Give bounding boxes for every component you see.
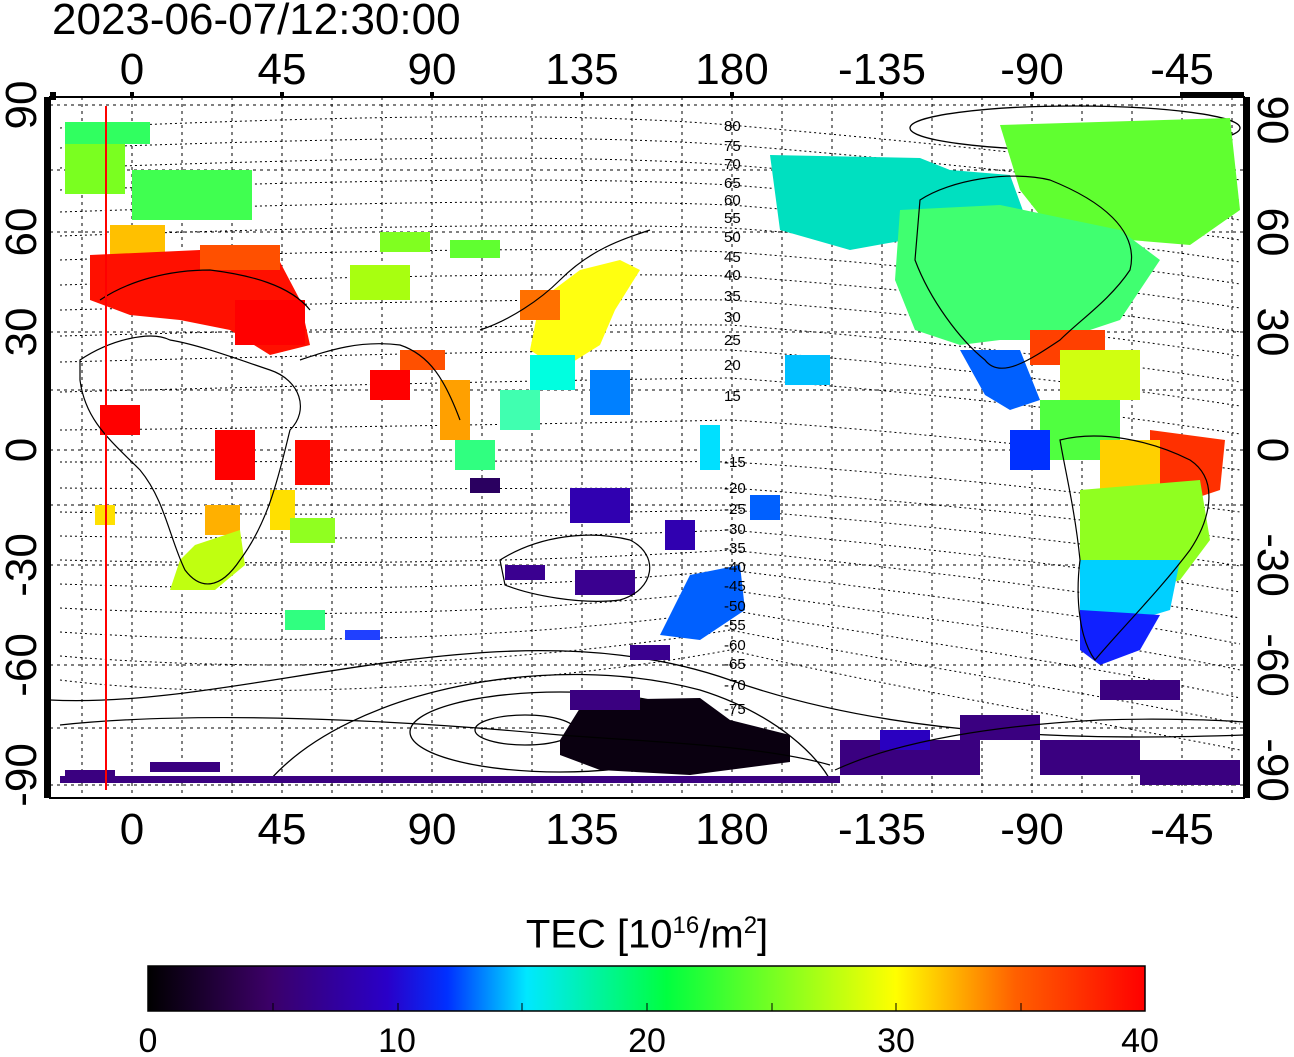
left-tick-label: -30 — [0, 533, 46, 597]
maglat-label: -20 — [724, 480, 746, 497]
bottom-tick-label: 0 — [120, 805, 144, 854]
magnetic-latitude-labels: 80 75 70 65 60 55 50 45 40 35 30 25 20 1… — [724, 118, 746, 718]
left-tick-label: -60 — [0, 633, 46, 697]
colorbar-tick-label: 30 — [877, 1022, 915, 1057]
maglat-label: 60 — [724, 192, 741, 209]
maglat-label: -60 — [724, 637, 746, 654]
left-latitude-ticks: 90 60 30 0 -30 -60 -90 — [0, 81, 46, 807]
right-tick-label: 90 — [1248, 96, 1294, 145]
maglat-label: -55 — [724, 617, 746, 634]
right-tick-label: -90 — [1248, 738, 1294, 802]
colorbar-tick-label: 20 — [628, 1022, 666, 1057]
maglat-label: 25 — [724, 332, 741, 349]
maglat-label: -40 — [724, 559, 746, 576]
top-tick-label: -90 — [1000, 45, 1064, 94]
right-tick-label: -60 — [1248, 633, 1294, 697]
maglat-label: 20 — [724, 357, 741, 374]
maglat-label: 55 — [724, 210, 741, 227]
maglat-label: 70 — [724, 156, 741, 173]
bottom-tick-label: 180 — [695, 805, 768, 854]
maglat-label: -45 — [724, 578, 746, 595]
maglat-label: -30 — [724, 521, 746, 538]
maglat-label: -50 — [724, 598, 746, 615]
left-tick-label: 0 — [0, 438, 46, 462]
maglat-label: 15 — [724, 388, 741, 405]
bottom-tick-label: 135 — [545, 805, 618, 854]
frame-ticks — [44, 92, 1250, 798]
top-longitude-ticks: 0 45 90 135 180 -135 -90 -45 — [120, 45, 1214, 94]
maglat-label: 80 — [724, 118, 741, 135]
maglat-label: 75 — [724, 138, 741, 155]
colorbar-title-unit: /m — [699, 912, 744, 957]
right-tick-label: 60 — [1248, 208, 1294, 257]
maglat-label: -35 — [724, 540, 746, 557]
top-tick-label: 135 — [545, 45, 618, 94]
colorbar-tick-label: 0 — [139, 1022, 158, 1057]
bottom-tick-label: -135 — [838, 805, 926, 854]
maglat-label: 65 — [724, 175, 741, 192]
maglat-label: -15 — [724, 454, 746, 471]
maglat-label: -25 — [724, 501, 746, 518]
left-tick-label: -90 — [0, 743, 46, 807]
map-title-timestamp: 2023-06-07/12:30:00 — [52, 0, 461, 44]
right-tick-label: 30 — [1248, 308, 1294, 357]
colorbar-title-exponent: 16 — [672, 912, 700, 939]
maglat-label: 30 — [724, 309, 741, 326]
left-tick-label: 30 — [0, 308, 46, 357]
colorbar-tick-label: 10 — [378, 1022, 416, 1057]
colorbar-ticks — [272, 1003, 1022, 1011]
maglat-label: 40 — [724, 267, 741, 284]
bottom-tick-label: 45 — [258, 805, 307, 854]
colorbar-tick-labels: 0 10 20 30 40 — [139, 1022, 1159, 1057]
bottom-longitude-ticks: 0 45 90 135 180 -135 -90 -45 — [120, 805, 1214, 854]
top-tick-label: 90 — [408, 45, 457, 94]
right-tick-label: 0 — [1248, 438, 1294, 462]
maglat-label: -65 — [724, 656, 746, 673]
colorbar-title-text: TEC [10 — [525, 912, 673, 957]
colorbar-title-unit-exponent: 2 — [743, 912, 758, 939]
tec-data-patches — [60, 118, 1240, 785]
maglat-label: -75 — [724, 701, 746, 718]
maglat-label: 35 — [724, 288, 741, 305]
top-tick-label: 180 — [695, 45, 768, 94]
top-tick-label: 45 — [258, 45, 307, 94]
bottom-tick-label: -45 — [1150, 805, 1214, 854]
colorbar-title-close: ] — [757, 912, 769, 957]
top-tick-label: 0 — [120, 45, 144, 94]
right-latitude-ticks: 90 60 30 0 -30 -60 -90 — [1248, 96, 1294, 802]
right-tick-label: -30 — [1248, 533, 1294, 597]
top-tick-label: -45 — [1150, 45, 1214, 94]
left-tick-label: 90 — [0, 81, 46, 130]
bottom-tick-label: 90 — [408, 805, 457, 854]
left-tick-label: 60 — [0, 208, 46, 257]
maglat-label: -70 — [724, 677, 746, 694]
maglat-label: 45 — [724, 249, 741, 266]
top-tick-label: -135 — [838, 45, 926, 94]
bottom-tick-label: -90 — [1000, 805, 1064, 854]
coastlines — [59, 175, 1244, 771]
maglat-label: 50 — [724, 229, 741, 246]
colorbar-tick-label: 40 — [1121, 1022, 1159, 1057]
colorbar-title: TEC [1016/m2] — [0, 903, 1294, 957]
